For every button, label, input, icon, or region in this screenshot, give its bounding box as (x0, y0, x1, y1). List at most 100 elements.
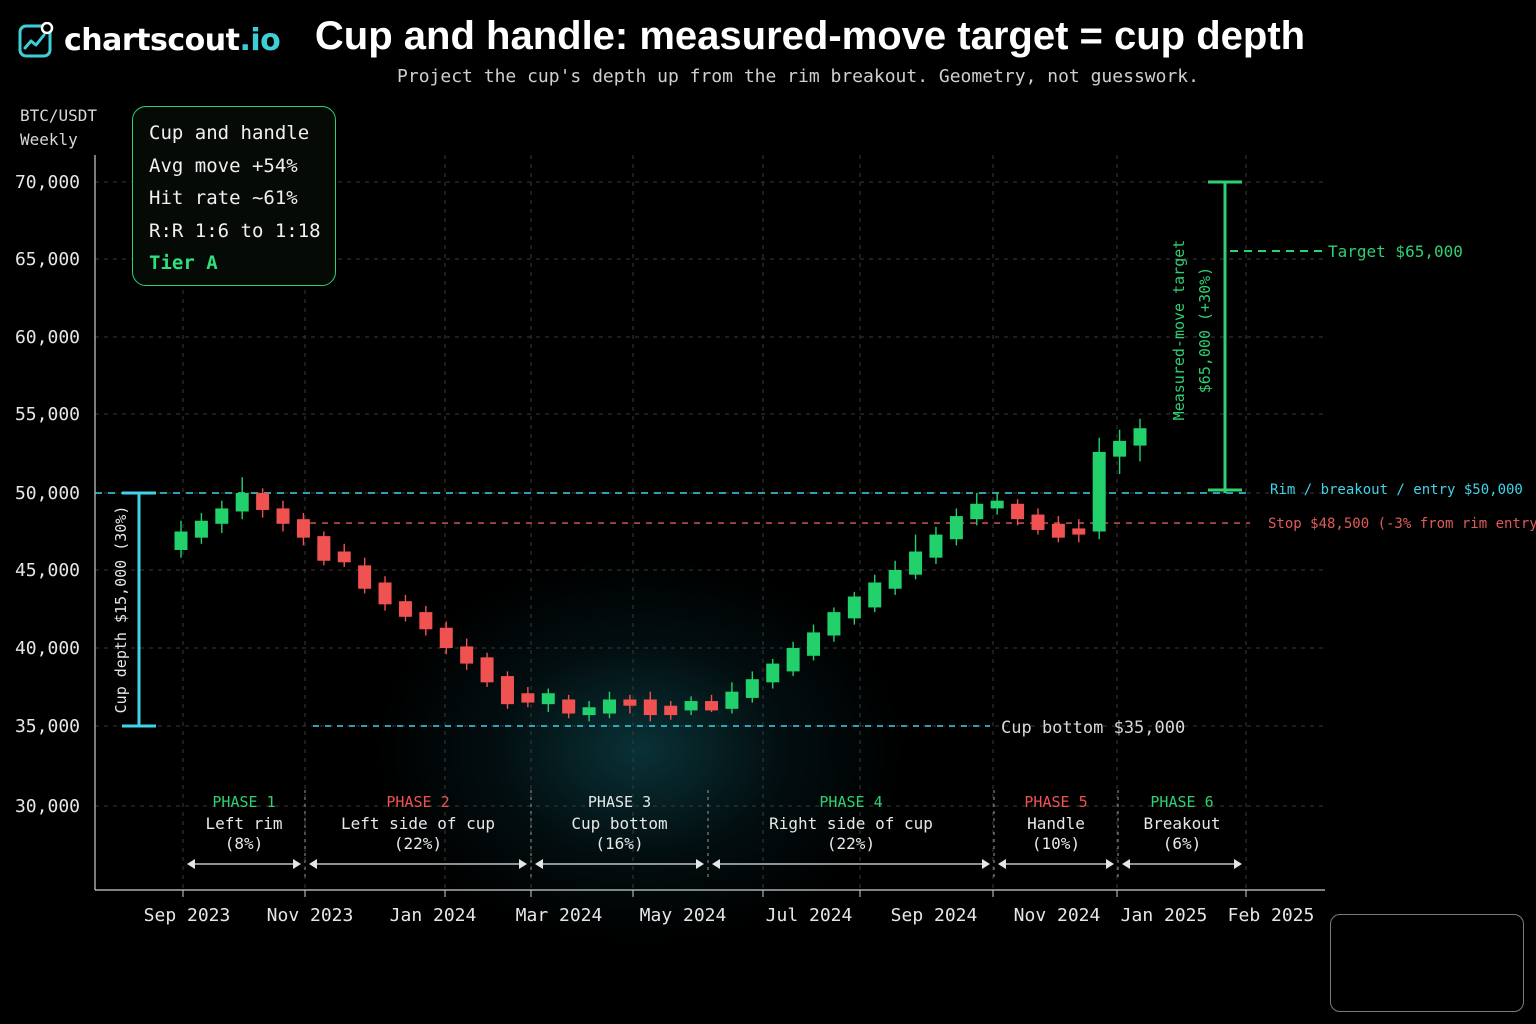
candle-down (398, 601, 412, 617)
candle-up (745, 679, 759, 698)
phase-arrow-right (1106, 859, 1114, 869)
candle-down (480, 657, 494, 683)
brand-logo[interactable]: chartscout.io (18, 22, 281, 58)
phase-share-label: (16%) (595, 834, 643, 853)
measured-move-label: Measured-move target (1170, 240, 1188, 421)
candle-down (521, 693, 535, 703)
candle-up (970, 503, 984, 520)
brand-name-main: chartscout (64, 22, 240, 58)
candle-down (1072, 528, 1086, 535)
candle-up (990, 500, 1004, 509)
phase-arrow-left (998, 859, 1006, 869)
x-tick-label: Jan 2024 (390, 905, 477, 926)
brand-name: chartscout.io (64, 22, 281, 58)
candle-up (1092, 451, 1106, 532)
y-tick-label: 55,000 (15, 404, 80, 425)
target-level-label: Target $65,000 (1328, 242, 1463, 261)
candle-down (358, 565, 372, 589)
candle-up (215, 508, 229, 524)
phase-arrow-left (535, 859, 543, 869)
x-tick-label: Nov 2023 (267, 905, 354, 926)
x-tick-label: Jul 2024 (766, 905, 853, 926)
phase-arrow-right (519, 859, 527, 869)
candle-up (541, 693, 555, 705)
phase-share-label: (22%) (394, 834, 442, 853)
info-avg-move: Avg move +54% (149, 154, 298, 177)
phase-name-label: Cup bottom (571, 814, 667, 833)
phase-arrow-right (293, 859, 301, 869)
candle-up (725, 691, 739, 709)
candle-up (786, 648, 800, 672)
candle-down (317, 536, 331, 561)
rim-level-label: Rim / breakout / entry $50,000 (1270, 482, 1523, 498)
empty-corner-panel (1330, 914, 1524, 1012)
candle-up (949, 516, 963, 540)
candle-down (500, 676, 514, 705)
info-tier: Tier A (149, 252, 218, 274)
phase-arrow-left (187, 859, 195, 869)
candle-down (1011, 503, 1025, 520)
candle-up (194, 520, 208, 538)
candle-up (807, 632, 821, 656)
phase-number-label: PHASE 2 (386, 793, 449, 811)
phase-name-label: Left side of cup (341, 814, 495, 833)
candle-down (562, 699, 576, 714)
symbol-pair: BTC/USDT (20, 106, 98, 125)
y-tick-label: 50,000 (15, 483, 80, 504)
x-tick-label: Mar 2024 (516, 905, 603, 926)
phase-share-label: (8%) (225, 834, 264, 853)
measured-move-value-label: $65,000 (+30%) (1196, 267, 1214, 393)
chart-logo-icon (18, 22, 54, 58)
y-tick-label: 35,000 (15, 716, 80, 737)
info-risk-reward: R:R 1:6 to 1:18 (149, 219, 321, 242)
y-tick-label: 30,000 (15, 796, 80, 817)
phase-number-label: PHASE 5 (1024, 793, 1087, 811)
phase-name-label: Breakout (1143, 814, 1220, 833)
phase-number-label: PHASE 6 (1150, 793, 1213, 811)
phase-name-label: Left rim (205, 814, 282, 833)
y-tick-label: 40,000 (15, 638, 80, 659)
phase-number-label: PHASE 3 (588, 793, 651, 811)
candle-down (643, 699, 657, 716)
y-tick-label: 45,000 (15, 560, 80, 581)
candle-up (888, 570, 902, 589)
phase-arrow-left (1122, 859, 1130, 869)
candle-up (1133, 428, 1147, 446)
y-tick-label: 70,000 (15, 172, 80, 193)
candle-up (582, 707, 596, 716)
cup-bottom-label: Cup bottom $35,000 (1001, 718, 1185, 738)
candle-down (378, 582, 392, 605)
x-tick-label: Sep 2023 (144, 905, 231, 926)
phase-share-label: (6%) (1163, 834, 1202, 853)
phase-arrow-right (1234, 859, 1242, 869)
candle-up (174, 531, 188, 550)
x-tick-label: Sep 2024 (891, 905, 978, 926)
phase-share-label: (22%) (827, 834, 875, 853)
x-tick-label: May 2024 (640, 905, 727, 926)
candle-up (1113, 440, 1127, 457)
symbol-timeframe: Weekly (20, 130, 78, 149)
x-tick-label: Jan 2025 (1121, 905, 1208, 926)
candle-down (439, 627, 453, 648)
candle-up (847, 596, 861, 619)
candle-up (909, 551, 923, 575)
phase-number-label: PHASE 4 (819, 793, 882, 811)
y-tick-label: 65,000 (15, 249, 80, 270)
candle-down (460, 646, 474, 664)
info-hit-rate: Hit rate ~61% (149, 187, 298, 209)
candle-down (1051, 523, 1065, 538)
candle-down (419, 612, 433, 630)
candle-down (1031, 514, 1045, 530)
candle-up (684, 701, 698, 711)
candle-down (276, 508, 290, 524)
candle-up (235, 493, 249, 512)
background-glow (380, 560, 900, 940)
pattern-info-box: Cup and handle Avg move +54% Hit rate ~6… (132, 106, 336, 286)
phase-arrow-right (982, 859, 990, 869)
candle-up (766, 663, 780, 683)
candle-down (337, 551, 351, 563)
candle-down (664, 705, 678, 716)
phase-arrow-left (309, 859, 317, 869)
x-tick-label: Feb 2025 (1228, 905, 1315, 926)
